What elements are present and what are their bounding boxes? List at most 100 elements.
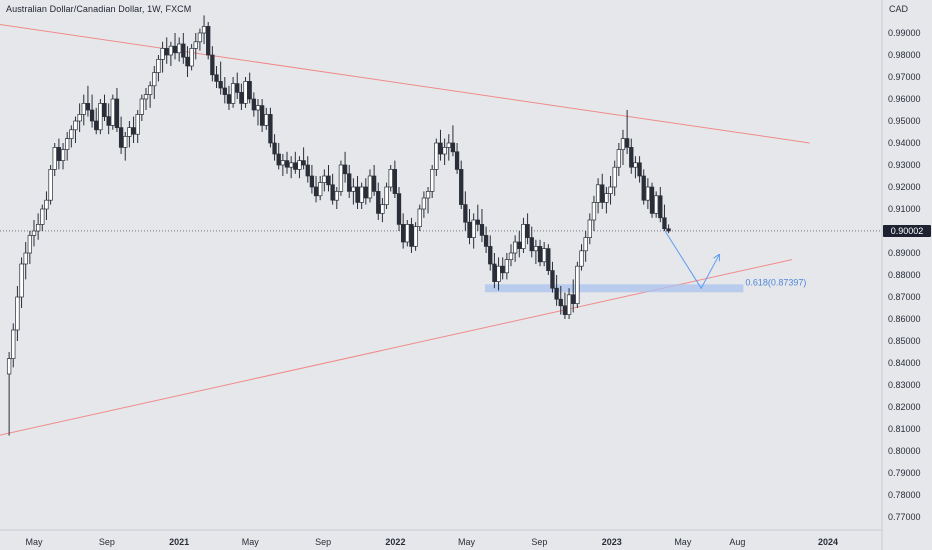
candle bbox=[210, 46, 215, 82]
candle-body-down bbox=[293, 162, 298, 170]
candle bbox=[571, 279, 576, 313]
candle-body-up bbox=[579, 250, 584, 267]
candle bbox=[293, 151, 298, 174]
candle-body-up bbox=[654, 195, 659, 214]
candle bbox=[172, 33, 178, 60]
candle-body-up bbox=[168, 45, 174, 56]
candle bbox=[85, 85, 91, 117]
candle bbox=[31, 220, 37, 247]
candle bbox=[380, 198, 385, 223]
candle bbox=[409, 217, 414, 253]
candle-body-up bbox=[201, 26, 207, 34]
candle-body-up bbox=[496, 265, 501, 282]
candle-body-up bbox=[587, 219, 592, 238]
candle bbox=[168, 41, 174, 66]
candle bbox=[376, 182, 381, 220]
candle bbox=[637, 156, 642, 183]
candle bbox=[23, 242, 28, 280]
candle-body-down bbox=[492, 263, 497, 282]
candle bbox=[496, 257, 501, 291]
candle bbox=[230, 77, 236, 108]
fib-level-label: 0.618(0.87397) bbox=[745, 277, 806, 287]
candle-body-up bbox=[73, 120, 78, 131]
candle-body-down bbox=[355, 186, 360, 203]
candle bbox=[537, 239, 543, 267]
candle bbox=[554, 275, 559, 306]
y-tick-label: 0.82000 bbox=[888, 402, 921, 412]
candle-body-up bbox=[35, 224, 41, 232]
candle bbox=[645, 178, 651, 209]
candle-body-down bbox=[313, 186, 319, 197]
candle-body-up bbox=[405, 224, 410, 243]
candle bbox=[334, 187, 339, 209]
candle-body-up bbox=[421, 197, 427, 210]
candle-body-up bbox=[318, 182, 323, 197]
candle-body-down bbox=[214, 74, 219, 82]
candle-body-up bbox=[608, 186, 613, 194]
candle bbox=[147, 81, 153, 108]
candle bbox=[475, 204, 480, 231]
candle-body-up bbox=[160, 48, 165, 60]
candle-body-up bbox=[243, 81, 248, 104]
y-tick-label: 0.92000 bbox=[888, 182, 921, 192]
candle bbox=[98, 99, 103, 135]
candle-body-up bbox=[533, 246, 539, 252]
y-tick-label: 0.94000 bbox=[888, 138, 921, 148]
y-tick-label: 0.87000 bbox=[888, 292, 921, 302]
candle bbox=[347, 165, 352, 198]
candle-body-up bbox=[139, 98, 144, 115]
x-tick-label: May bbox=[242, 537, 260, 547]
candle-body-down bbox=[185, 56, 190, 67]
candle-body-down bbox=[392, 169, 398, 194]
candle bbox=[512, 235, 518, 262]
candle bbox=[550, 261, 555, 293]
y-tick-label: 0.97000 bbox=[888, 72, 921, 82]
candle-body-up bbox=[645, 186, 651, 201]
candle-body-up bbox=[334, 191, 339, 201]
candle-body-up bbox=[123, 136, 128, 148]
candle-body-down bbox=[371, 175, 377, 192]
candle-body-down bbox=[363, 186, 368, 199]
candle bbox=[500, 257, 505, 280]
candle bbox=[430, 165, 435, 198]
candle bbox=[529, 226, 534, 258]
candle-body-up bbox=[595, 184, 601, 203]
candle-body-down bbox=[624, 138, 630, 148]
candle bbox=[504, 253, 509, 280]
candle bbox=[143, 88, 149, 110]
candle-body-up bbox=[351, 186, 356, 192]
candle bbox=[351, 178, 356, 205]
x-tick-label: 2021 bbox=[169, 537, 189, 547]
candle bbox=[177, 37, 182, 62]
candle bbox=[508, 244, 514, 267]
candle-body-down bbox=[550, 270, 555, 289]
candle bbox=[355, 176, 360, 209]
candle-body-up bbox=[542, 248, 547, 263]
candle-body-up bbox=[6, 358, 12, 375]
candle-body-up bbox=[322, 175, 327, 183]
trendline-upper bbox=[0, 24, 810, 144]
y-tick-label: 0.91000 bbox=[888, 204, 921, 214]
candle bbox=[309, 165, 315, 194]
candle bbox=[60, 143, 66, 170]
candle bbox=[641, 169, 646, 205]
candle bbox=[318, 176, 323, 201]
candle-body-up bbox=[446, 142, 451, 148]
candle bbox=[450, 125, 456, 157]
y-tick-label: 0.85000 bbox=[888, 336, 921, 346]
candle-body-up bbox=[147, 85, 153, 95]
candle bbox=[114, 88, 120, 132]
candle-body-up bbox=[512, 241, 518, 254]
candle-body-up bbox=[504, 259, 509, 274]
candle bbox=[239, 83, 244, 110]
candle bbox=[56, 138, 62, 170]
candle bbox=[297, 156, 302, 179]
projection-path bbox=[664, 230, 719, 290]
candle-body-up bbox=[19, 263, 24, 298]
candle bbox=[587, 213, 592, 245]
candle bbox=[235, 72, 240, 99]
candle bbox=[206, 22, 211, 60]
candle-body-down bbox=[562, 305, 568, 315]
candle bbox=[562, 292, 568, 319]
